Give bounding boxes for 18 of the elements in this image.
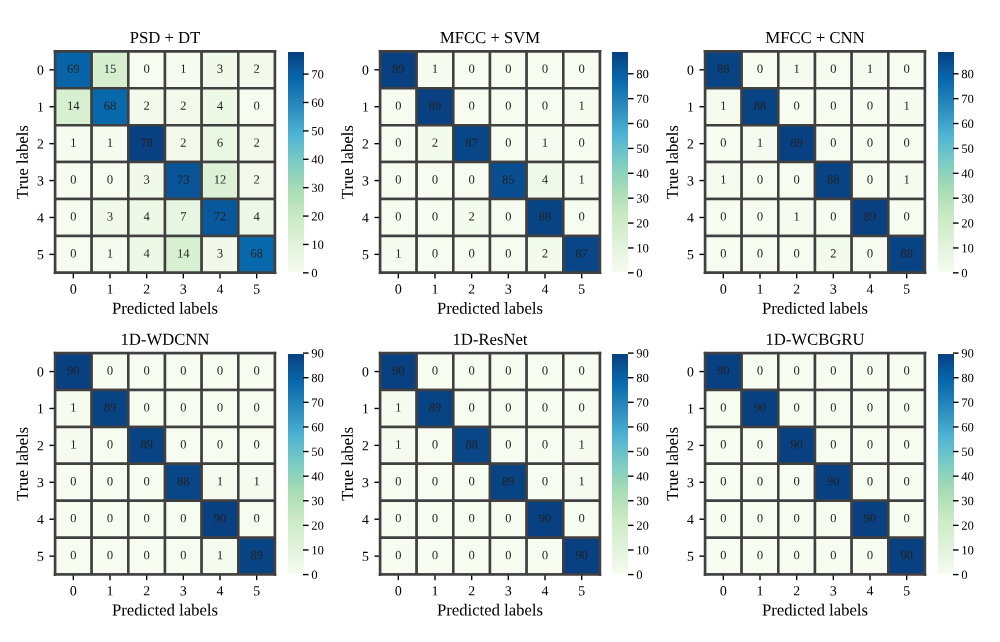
chart-title: 1D-ResNet [453,333,528,345]
chart-title: MFCC + CNN [765,31,865,44]
chart-title: MFCC + SVM [440,31,540,44]
y-axis-title: True labels [341,125,353,199]
y-axis-title: True labels [666,125,678,199]
y-axis-title: True labels [16,125,28,199]
x-axis-title: Predicted labels [762,302,868,314]
x-axis-title: Predicted labels [112,302,218,314]
y-axis-title: True labels [666,427,678,501]
x-axis-title: Predicted labels [112,603,218,616]
x-axis-title: Predicted labels [762,603,868,616]
chart-title: 1D-WCBGRU [766,333,865,346]
y-axis-title: True labels [16,427,28,501]
chart-title: 1D-WDCNN [122,333,210,346]
x-axis-title: Predicted labels [437,603,543,616]
x-axis-title: Predicted labels [437,302,543,314]
y-axis-title: True labels [341,427,353,501]
chart-title: PSD + DT [130,31,200,44]
